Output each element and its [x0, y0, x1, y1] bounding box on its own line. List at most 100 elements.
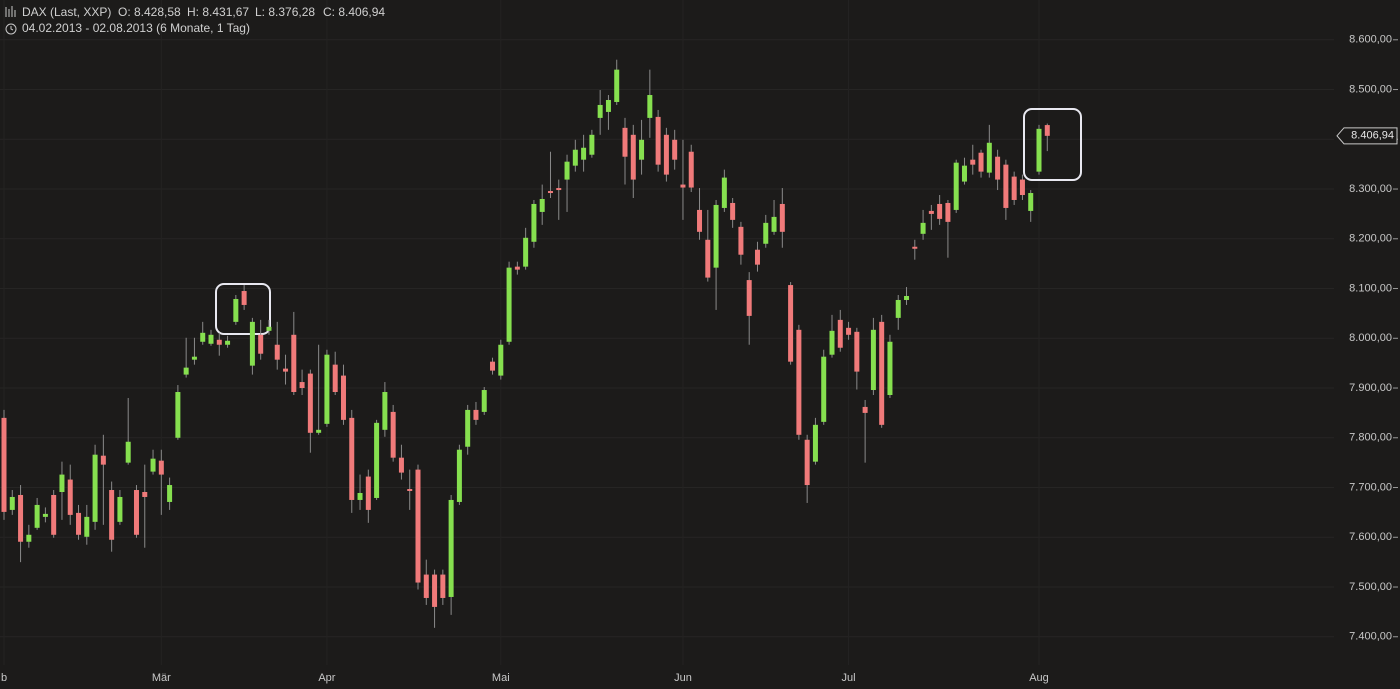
candle-body: [870, 329, 876, 391]
candle-body: [125, 441, 131, 463]
candle-body: [51, 494, 57, 535]
candle-body: [390, 411, 396, 458]
candle-body: [705, 239, 711, 278]
candle-body: [597, 104, 603, 118]
candle-body: [514, 266, 520, 270]
candle-body: [829, 330, 835, 355]
candle-body: [821, 356, 827, 422]
last-price-marker: [1336, 127, 1398, 145]
candle-body: [249, 321, 255, 366]
candle-body: [547, 191, 553, 194]
candle-body: [340, 375, 346, 420]
candle-body: [879, 321, 885, 425]
candle-body: [158, 460, 164, 475]
candle-body: [283, 368, 289, 372]
candle-body: [721, 177, 727, 208]
highlight-box: [215, 283, 271, 335]
candle-body: [18, 494, 24, 542]
candle-body: [1003, 164, 1009, 208]
candle-body: [837, 319, 843, 348]
candle-body: [432, 574, 438, 607]
x-tick-label: Jul: [842, 672, 856, 684]
candle-body: [291, 334, 297, 393]
x-tick-label: Mai: [492, 672, 510, 684]
highlight-box: [1023, 108, 1082, 181]
candle-body: [961, 165, 967, 182]
candle-body: [266, 326, 272, 331]
candle-body: [589, 134, 595, 155]
y-tick-label: 8.100,00: [1349, 282, 1392, 294]
y-tick-label: 7.800,00: [1349, 432, 1392, 444]
candle-body: [374, 422, 380, 498]
candle-body: [216, 339, 222, 345]
candle-body: [887, 341, 893, 395]
candle-body: [183, 367, 189, 375]
candle-body: [937, 203, 943, 219]
candle-body: [713, 204, 719, 268]
candle-body: [67, 479, 73, 515]
candle-body: [316, 429, 322, 433]
candle-body: [539, 198, 545, 212]
candle-body: [523, 237, 529, 267]
candle-body: [564, 161, 570, 180]
candle-body: [622, 127, 628, 157]
candle-body: [639, 139, 645, 160]
candle-body: [812, 424, 818, 462]
y-tick-label: 8.600,00: [1349, 34, 1392, 46]
candle-body: [481, 390, 487, 412]
candle-body: [398, 457, 404, 473]
y-tick-label: 8.000,00: [1349, 332, 1392, 344]
quote-open: O: 8.428,58: [118, 5, 181, 19]
candle-body: [746, 280, 752, 316]
candle-body: [854, 331, 860, 372]
candle-body: [324, 354, 330, 424]
candle-body: [175, 392, 181, 438]
candle-body: [581, 147, 587, 160]
candle-body: [862, 406, 868, 413]
candle-body: [42, 513, 48, 517]
candle-body: [191, 356, 197, 360]
y-tick-label: 7.900,00: [1349, 382, 1392, 394]
y-tick-label: 8.300,00: [1349, 183, 1392, 195]
candle-body: [978, 152, 984, 172]
candle-body: [928, 210, 934, 214]
candle-body: [771, 216, 777, 232]
candle-body: [904, 295, 910, 300]
candle-body: [655, 116, 661, 165]
candle-body: [92, 454, 98, 522]
candle-body: [506, 267, 512, 342]
candle-body: [531, 203, 537, 242]
candle-body: [986, 142, 992, 173]
candle-body: [672, 139, 678, 160]
candle-body: [556, 188, 562, 191]
candle-body: [1019, 179, 1025, 196]
chart-subtitle: 04.02.2013 - 02.08.2013 (6 Monate, 1 Tag…: [22, 21, 250, 35]
candle-body: [895, 299, 901, 318]
candle-body: [1036, 128, 1042, 172]
candle-body: [730, 202, 736, 220]
candle-body: [1028, 193, 1034, 211]
candle-body: [995, 156, 1001, 180]
candle-body: [763, 222, 769, 244]
chart-title: DAX (Last, XXP): [22, 5, 111, 19]
candle-body: [208, 334, 214, 344]
candle-body: [970, 159, 976, 165]
x-tick-label: Apr: [318, 672, 335, 684]
candle-body: [912, 246, 918, 249]
candle-body: [9, 496, 15, 510]
candle-body: [448, 499, 454, 597]
candle-body: [100, 455, 106, 465]
candle-body: [200, 332, 206, 342]
candle-body: [1011, 176, 1017, 200]
x-tick-label: b: [1, 672, 7, 684]
candle-body: [473, 409, 479, 420]
candle-body: [663, 134, 669, 175]
candle-body: [945, 202, 951, 222]
candle-body: [26, 534, 32, 542]
candle-body: [225, 340, 231, 345]
candle-body: [456, 449, 462, 502]
candle-body: [846, 327, 852, 335]
candle-body: [630, 134, 636, 180]
candle-body: [241, 291, 247, 305]
